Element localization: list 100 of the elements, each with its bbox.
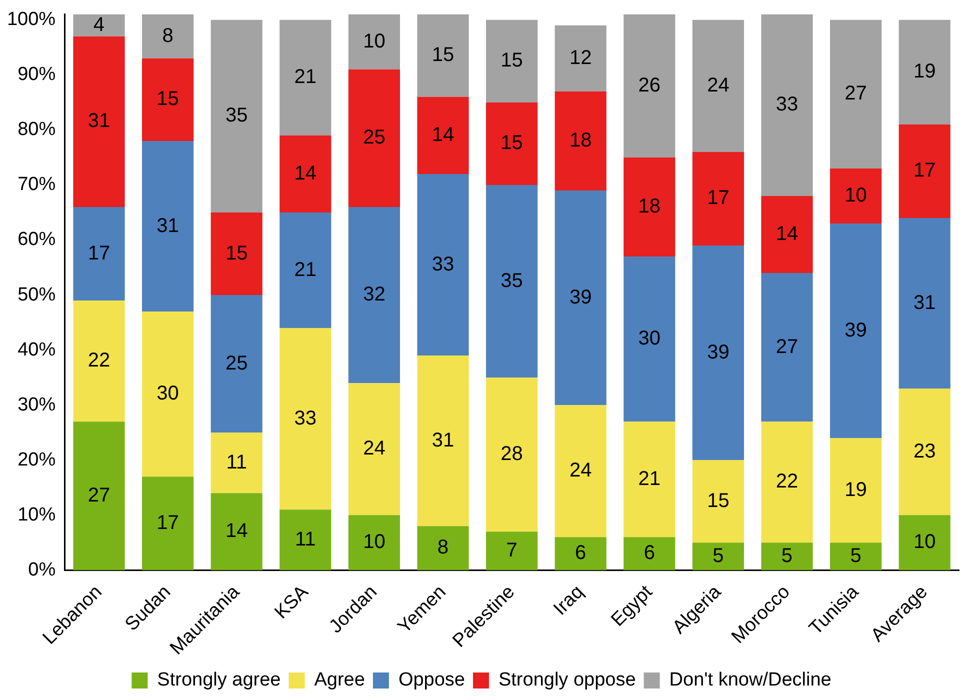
data-label: 17 bbox=[707, 187, 730, 210]
data-label: 5 bbox=[712, 544, 724, 567]
data-label: 8 bbox=[437, 536, 449, 559]
bar bbox=[624, 537, 676, 570]
data-label: 33 bbox=[432, 253, 454, 276]
data-label: 10 bbox=[844, 184, 867, 206]
data-label: 27 bbox=[776, 336, 798, 358]
y-tick-label: 10% bbox=[18, 504, 56, 526]
bar bbox=[624, 14, 676, 158]
bar bbox=[210, 493, 262, 570]
bar bbox=[761, 422, 813, 543]
legend-label: Strongly agree bbox=[157, 670, 281, 691]
bar bbox=[486, 102, 538, 185]
y-tick-label: 60% bbox=[18, 229, 56, 250]
x-tick-label: Iraq bbox=[550, 582, 588, 620]
bar bbox=[692, 152, 744, 246]
data-label: 39 bbox=[844, 319, 867, 342]
bar bbox=[142, 140, 194, 312]
data-label: 22 bbox=[776, 470, 798, 493]
data-label: 15 bbox=[432, 44, 454, 66]
data-label: 14 bbox=[432, 124, 454, 146]
bar bbox=[417, 14, 469, 97]
data-label: 26 bbox=[638, 74, 661, 96]
data-label: 10 bbox=[363, 30, 386, 52]
bar bbox=[73, 36, 125, 207]
data-label: 18 bbox=[569, 129, 592, 152]
legend-label: Oppose bbox=[398, 670, 465, 691]
x-tick-label: KSA bbox=[270, 581, 313, 624]
bar bbox=[142, 476, 194, 570]
bar bbox=[417, 96, 469, 174]
data-label: 35 bbox=[225, 104, 248, 127]
bar bbox=[142, 58, 194, 141]
data-label: 25 bbox=[363, 126, 386, 149]
bar bbox=[624, 422, 676, 538]
data-label: 33 bbox=[294, 407, 317, 430]
data-label: 27 bbox=[844, 82, 867, 105]
legend-label: Don't know/Decline bbox=[669, 670, 832, 691]
data-label: 30 bbox=[156, 382, 179, 405]
data-label: 32 bbox=[363, 284, 386, 306]
bar bbox=[898, 515, 950, 570]
bar bbox=[761, 273, 813, 422]
bar bbox=[486, 532, 538, 570]
bar bbox=[210, 212, 262, 296]
data-label: 24 bbox=[569, 460, 592, 482]
bar bbox=[142, 312, 194, 477]
bar bbox=[898, 218, 950, 389]
legend-label: Agree bbox=[314, 670, 365, 691]
bar bbox=[830, 438, 882, 543]
bar bbox=[898, 124, 950, 218]
bar bbox=[692, 20, 744, 152]
data-label: 12 bbox=[569, 46, 592, 69]
bar bbox=[486, 378, 538, 532]
data-label: 21 bbox=[294, 66, 317, 88]
bar bbox=[210, 295, 262, 433]
y-tick-label: 100% bbox=[6, 9, 56, 30]
data-label: 19 bbox=[844, 478, 867, 501]
data-label: 19 bbox=[913, 60, 936, 83]
y-tick-label: 80% bbox=[18, 119, 56, 140]
bar bbox=[554, 91, 606, 190]
data-label: 6 bbox=[644, 542, 655, 564]
bar bbox=[624, 157, 676, 257]
bar bbox=[554, 537, 606, 570]
data-label: 31 bbox=[88, 110, 110, 132]
y-tick-label: 50% bbox=[18, 284, 56, 306]
data-label: 25 bbox=[225, 352, 248, 374]
data-label: 21 bbox=[638, 468, 661, 490]
bar bbox=[348, 383, 400, 516]
data-label: 11 bbox=[226, 451, 247, 474]
bar bbox=[761, 542, 813, 570]
data-label: 5 bbox=[850, 544, 862, 567]
bar bbox=[348, 69, 400, 207]
data-label: 22 bbox=[88, 350, 110, 372]
bar bbox=[692, 460, 744, 543]
data-label: 23 bbox=[913, 440, 936, 462]
bar bbox=[692, 542, 744, 570]
data-label: 14 bbox=[294, 162, 317, 184]
data-label: 4 bbox=[93, 14, 105, 36]
bar bbox=[73, 300, 125, 422]
bar bbox=[830, 223, 882, 438]
bar bbox=[554, 25, 606, 92]
bar bbox=[73, 206, 125, 301]
data-label: 17 bbox=[156, 512, 179, 534]
data-label: 6 bbox=[575, 542, 586, 564]
bar bbox=[210, 20, 262, 212]
bar bbox=[554, 405, 606, 538]
data-label: 15 bbox=[156, 88, 179, 110]
bar bbox=[142, 14, 194, 58]
data-label: 35 bbox=[500, 270, 523, 292]
data-label: 39 bbox=[569, 286, 592, 308]
data-label: 15 bbox=[707, 490, 730, 512]
bar bbox=[348, 206, 400, 384]
data-label: 10 bbox=[363, 531, 386, 554]
data-label: 31 bbox=[432, 429, 454, 452]
y-tick-label: 30% bbox=[18, 394, 56, 416]
y-tick-label: 0% bbox=[28, 559, 56, 580]
bar bbox=[73, 14, 125, 36]
data-label: 24 bbox=[707, 74, 730, 96]
bar bbox=[348, 515, 400, 570]
legend-label: Strongly oppose bbox=[498, 670, 636, 691]
bar bbox=[280, 135, 332, 212]
